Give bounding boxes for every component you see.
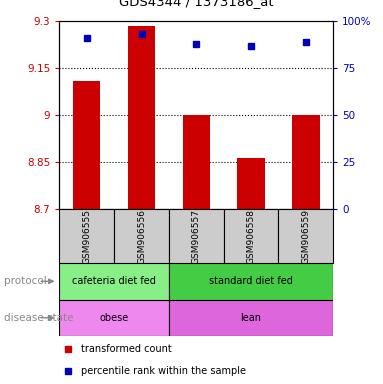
- Bar: [169, 263, 333, 300]
- Bar: [169, 300, 333, 336]
- Text: lean: lean: [241, 313, 262, 323]
- Text: percentile rank within the sample: percentile rank within the sample: [81, 366, 246, 376]
- Bar: [73, 81, 100, 209]
- Text: GSM906557: GSM906557: [192, 209, 201, 264]
- Text: standard diet fed: standard diet fed: [209, 276, 293, 286]
- Text: GSM906559: GSM906559: [301, 209, 310, 264]
- Bar: [59, 209, 114, 263]
- Text: protocol: protocol: [4, 276, 47, 286]
- Bar: [128, 26, 155, 209]
- Bar: [183, 115, 210, 209]
- Text: GSM906556: GSM906556: [137, 209, 146, 264]
- Bar: [224, 209, 278, 263]
- Text: GSM906555: GSM906555: [82, 209, 91, 264]
- Text: cafeteria diet fed: cafeteria diet fed: [72, 276, 156, 286]
- Bar: [59, 300, 169, 336]
- Bar: [237, 157, 265, 209]
- Bar: [169, 209, 224, 263]
- Text: obese: obese: [100, 313, 129, 323]
- Bar: [278, 209, 333, 263]
- Text: GDS4344 / 1373186_at: GDS4344 / 1373186_at: [119, 0, 273, 8]
- Text: disease state: disease state: [4, 313, 73, 323]
- Bar: [114, 209, 169, 263]
- Text: transformed count: transformed count: [81, 344, 172, 354]
- Bar: [59, 263, 169, 300]
- Bar: [292, 115, 319, 209]
- Text: GSM906558: GSM906558: [247, 209, 255, 264]
